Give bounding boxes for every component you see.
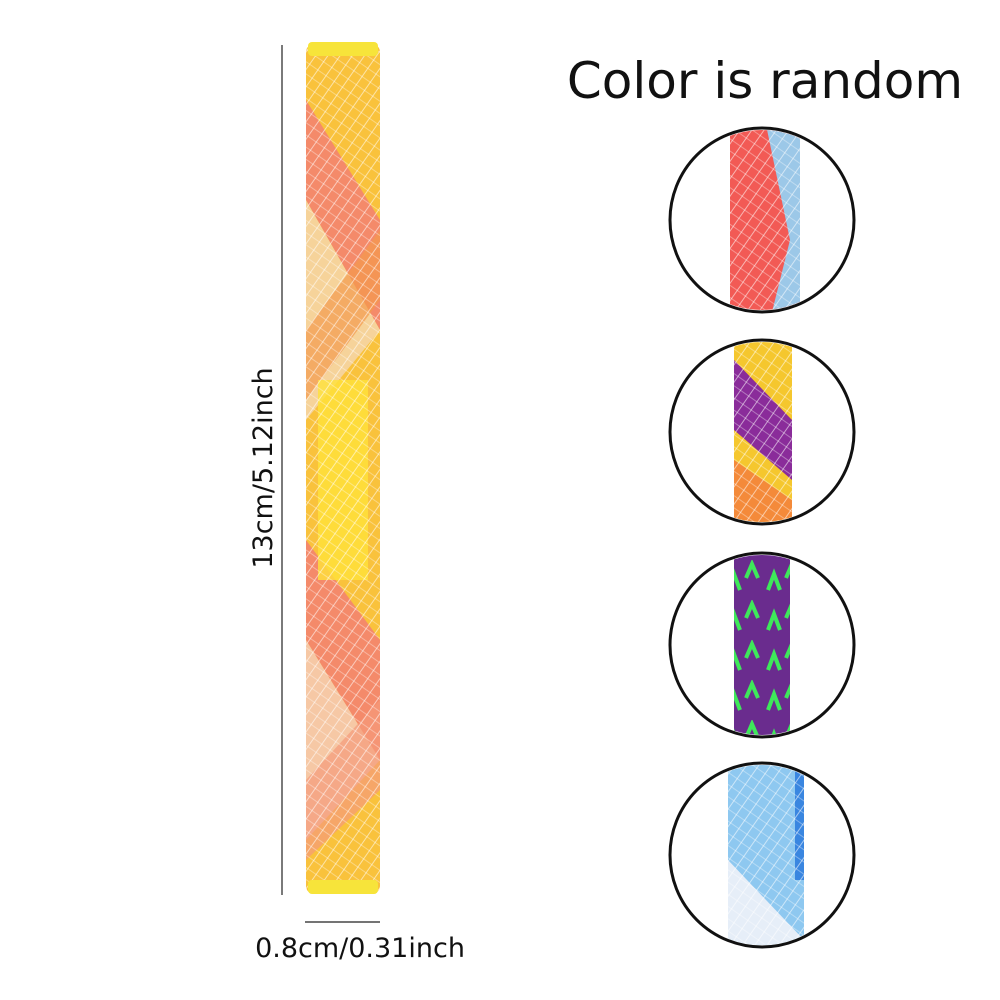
sample-yellow-purple xyxy=(734,342,792,522)
sample-blue-white xyxy=(728,765,804,945)
sample-red-blue xyxy=(730,130,800,310)
sample-frame xyxy=(668,126,856,314)
sample-purple-green xyxy=(734,555,790,735)
sample-frame xyxy=(668,761,856,949)
sample-frame xyxy=(668,338,856,526)
title: Color is random xyxy=(567,52,963,110)
length-label: 13cm/5.12inch xyxy=(248,367,279,568)
sample-frame xyxy=(668,551,856,739)
tube xyxy=(306,42,380,894)
width-label: 0.8cm/0.31inch xyxy=(255,933,465,964)
